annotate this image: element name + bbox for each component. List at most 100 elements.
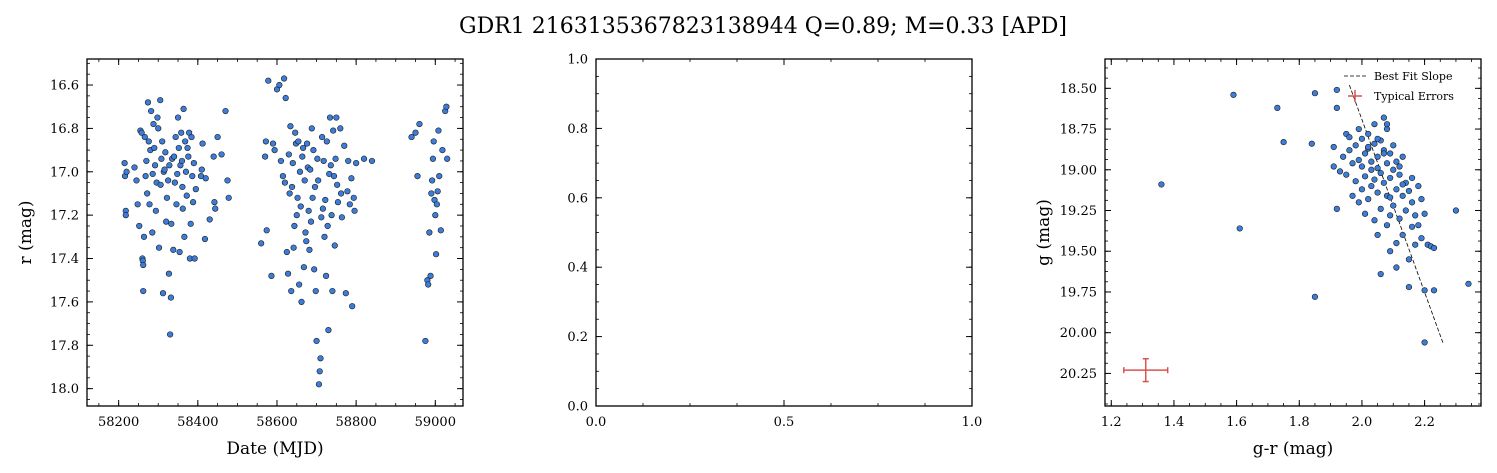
data-point <box>360 155 368 162</box>
data-point <box>312 287 319 295</box>
data-point <box>320 157 327 165</box>
x-tick-label: 2.2 <box>1414 415 1435 430</box>
data-point <box>327 162 334 169</box>
data-point <box>183 192 190 199</box>
data-point <box>163 218 170 225</box>
y-tick-label: 17.6 <box>50 295 79 310</box>
y-tick-label: 0.2 <box>567 330 588 345</box>
data-point <box>1374 231 1381 239</box>
x-tick-label: 58400 <box>177 415 218 430</box>
data-point <box>173 201 180 208</box>
light-curve-panel: 58200 58400 58600 58800 59000 16.6 16.8 17.0 17.… <box>16 58 464 459</box>
data-point <box>206 216 213 223</box>
y-tick-label: 0.6 <box>567 191 588 206</box>
data-point <box>1355 125 1362 133</box>
data-point <box>263 227 270 234</box>
data-point <box>201 235 209 243</box>
data-point <box>189 173 196 180</box>
data-point <box>1365 143 1372 151</box>
data-point <box>143 157 150 165</box>
data-point <box>293 212 300 219</box>
data-point <box>151 144 158 152</box>
x-tick-label: 1.0 <box>962 415 983 430</box>
data-point <box>300 144 307 152</box>
y-tick-label: 19.00 <box>1060 163 1097 178</box>
data-point <box>1387 194 1394 201</box>
data-point <box>151 162 159 169</box>
axes-frame <box>86 58 464 407</box>
data-point <box>309 194 316 201</box>
data-point <box>138 129 145 136</box>
data-point <box>408 133 415 141</box>
data-point <box>296 168 304 175</box>
data-point <box>167 331 174 338</box>
data-point <box>286 190 293 197</box>
y-axis-label: r (mag) <box>16 201 36 265</box>
data-point <box>159 138 166 145</box>
data-point <box>154 114 161 121</box>
y-tick-label: 17.2 <box>50 209 79 224</box>
data-point <box>191 255 198 262</box>
x-tick-label: 0.0 <box>586 415 607 430</box>
y-tick-label: 18.0 <box>50 382 79 397</box>
data-point <box>1405 187 1413 195</box>
data-point <box>1408 223 1416 230</box>
data-point <box>328 212 335 219</box>
data-point <box>148 107 155 115</box>
data-point <box>1361 173 1369 180</box>
data-point <box>1396 171 1403 178</box>
legend-label: Best Fit Slope <box>1374 70 1452 83</box>
data-point <box>1399 153 1406 160</box>
data-point <box>149 170 156 178</box>
data-point <box>150 120 157 128</box>
data-point <box>1349 192 1356 199</box>
data-point <box>276 81 283 89</box>
data-point <box>271 146 278 154</box>
data-point <box>439 146 446 154</box>
y-tick-label: 0.4 <box>567 261 588 276</box>
data-point <box>1387 174 1394 182</box>
data-point <box>432 212 439 219</box>
data-point <box>182 138 189 145</box>
data-point <box>167 294 175 301</box>
data-point <box>300 264 307 271</box>
data-point <box>159 290 167 297</box>
x-axis-label: Date (MJD) <box>226 439 323 459</box>
data-layer <box>121 75 451 388</box>
data-point <box>1333 205 1340 212</box>
data-point <box>1274 104 1281 111</box>
data-point <box>337 190 345 197</box>
data-point <box>149 229 156 236</box>
empty-panel: 0.0 0.5 1.0 0.0 0.2 0.4 0.6 0.8 1.0 <box>567 53 982 431</box>
data-point <box>174 170 181 178</box>
data-point <box>294 194 301 201</box>
data-point <box>134 201 141 208</box>
data-point <box>190 160 197 167</box>
data-point <box>152 207 159 214</box>
data-point <box>314 155 321 162</box>
data-point <box>1355 156 1362 164</box>
data-point <box>1418 196 1425 203</box>
y-axis-label: g (mag) <box>1034 199 1054 266</box>
data-point <box>1308 140 1315 147</box>
data-point <box>313 337 320 345</box>
data-point <box>325 326 332 334</box>
data-point <box>157 97 164 104</box>
y-tick-label: 18.50 <box>1060 82 1097 97</box>
data-point <box>1349 160 1356 167</box>
data-point <box>330 173 338 180</box>
data-point <box>430 138 437 145</box>
y-tick-label: 20.25 <box>1060 367 1097 382</box>
data-point <box>1393 158 1400 165</box>
data-point <box>1405 283 1413 291</box>
data-point <box>337 125 344 132</box>
data-point <box>1346 134 1353 141</box>
data-point <box>199 140 206 147</box>
data-point <box>338 214 345 221</box>
data-point <box>1387 248 1394 255</box>
data-point <box>414 173 421 180</box>
data-point <box>368 157 376 165</box>
data-point <box>429 177 436 184</box>
data-point <box>1452 207 1460 214</box>
data-point <box>1380 150 1387 157</box>
